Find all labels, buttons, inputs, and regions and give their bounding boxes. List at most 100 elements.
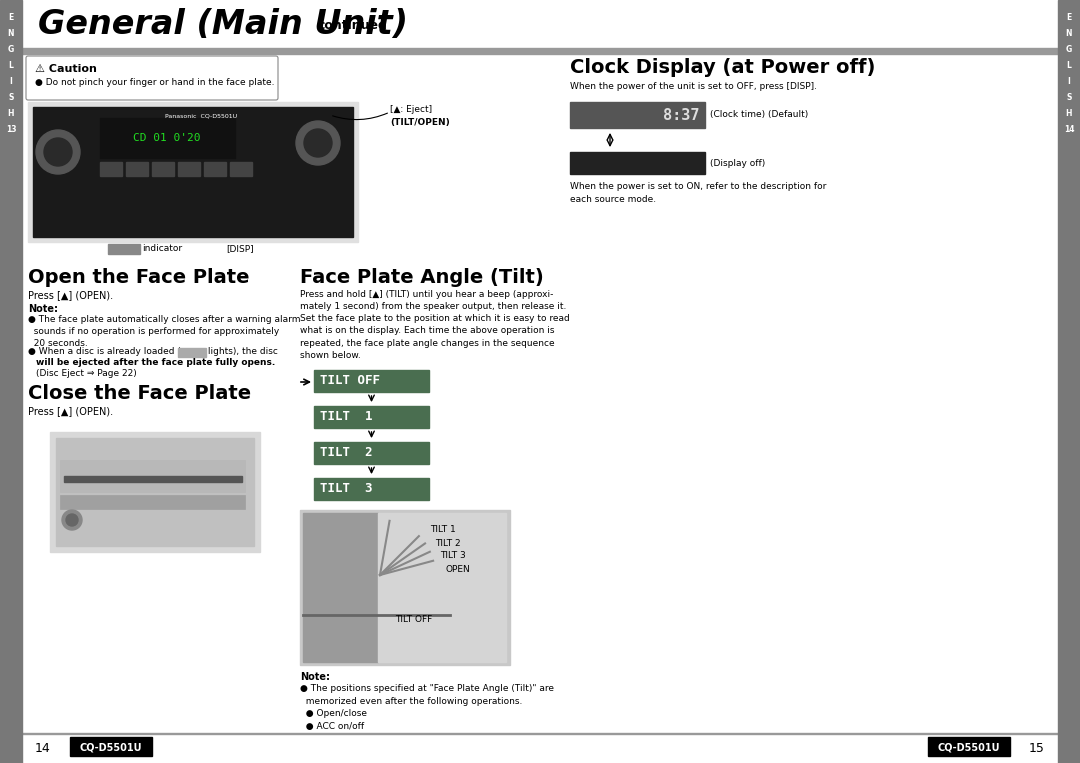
Text: TILT  2: TILT 2 bbox=[320, 446, 373, 459]
Text: continued: continued bbox=[318, 19, 388, 32]
Bar bbox=[60, 460, 245, 492]
Bar bbox=[314, 370, 429, 392]
Text: H: H bbox=[8, 110, 14, 118]
Text: CQ-D5501U: CQ-D5501U bbox=[937, 742, 1000, 752]
Bar bbox=[0, 0, 22, 763]
Text: ● When a disc is already loaded (: ● When a disc is already loaded ( bbox=[28, 347, 180, 356]
Bar bbox=[100, 118, 235, 158]
Text: TILT OFF: TILT OFF bbox=[320, 375, 380, 388]
Text: TILT OFF: TILT OFF bbox=[395, 616, 432, 624]
Text: Press [▲] (OPEN).: Press [▲] (OPEN). bbox=[28, 406, 113, 416]
Bar bbox=[570, 102, 705, 128]
Text: (Display off): (Display off) bbox=[710, 159, 766, 168]
Bar bbox=[152, 162, 174, 176]
Text: 8:37: 8:37 bbox=[663, 108, 700, 123]
Circle shape bbox=[296, 121, 340, 165]
Bar bbox=[378, 513, 507, 662]
Text: I: I bbox=[10, 78, 13, 86]
Text: (Disc Eject ⇒ Page 22): (Disc Eject ⇒ Page 22) bbox=[36, 369, 137, 378]
Text: G: G bbox=[1066, 46, 1072, 54]
Bar bbox=[50, 432, 260, 552]
Bar bbox=[22, 733, 1058, 763]
Bar bbox=[230, 162, 252, 176]
Text: TILT  1: TILT 1 bbox=[320, 410, 373, 423]
FancyBboxPatch shape bbox=[26, 56, 278, 100]
Bar bbox=[56, 438, 254, 546]
Text: E: E bbox=[1066, 14, 1071, 22]
Text: Face Plate Angle (Tilt): Face Plate Angle (Tilt) bbox=[300, 268, 543, 287]
Bar bbox=[70, 737, 152, 756]
Text: Panasonic  CQ-D5501U: Panasonic CQ-D5501U bbox=[165, 113, 238, 118]
Bar bbox=[314, 442, 429, 464]
Bar bbox=[33, 107, 353, 237]
Bar bbox=[22, 48, 1058, 54]
Bar bbox=[100, 162, 122, 176]
Bar bbox=[928, 737, 1010, 756]
Text: Clock Display (at Power off): Clock Display (at Power off) bbox=[570, 58, 876, 77]
Text: [▲: Eject]: [▲: Eject] bbox=[390, 105, 432, 114]
Text: S: S bbox=[9, 94, 14, 102]
Text: OPEN: OPEN bbox=[445, 565, 470, 574]
Bar bbox=[303, 513, 378, 662]
Bar bbox=[314, 478, 429, 500]
Text: I: I bbox=[1067, 78, 1070, 86]
Text: 15: 15 bbox=[1029, 742, 1045, 755]
Text: [DISP]: [DISP] bbox=[226, 244, 254, 253]
Text: L: L bbox=[1067, 62, 1071, 70]
Text: E: E bbox=[9, 14, 14, 22]
Text: will be ejected after the face plate fully opens.: will be ejected after the face plate ful… bbox=[36, 358, 275, 367]
Bar bbox=[1058, 0, 1080, 763]
Text: lights), the disc: lights), the disc bbox=[205, 347, 278, 356]
Text: L: L bbox=[9, 62, 13, 70]
Text: 13: 13 bbox=[5, 125, 16, 134]
Text: ● Do not pinch your finger or hand in the face plate.: ● Do not pinch your finger or hand in th… bbox=[35, 78, 274, 87]
Text: General (Main Unit): General (Main Unit) bbox=[38, 8, 408, 41]
Text: N: N bbox=[8, 30, 14, 38]
Text: ● The positions specified at "Face Plate Angle (Tilt)" are
  memorized even afte: ● The positions specified at "Face Plate… bbox=[300, 684, 554, 730]
Bar bbox=[22, 733, 1058, 734]
Bar bbox=[108, 244, 140, 254]
Text: S: S bbox=[1066, 94, 1071, 102]
Text: TILT 3: TILT 3 bbox=[440, 552, 465, 561]
Text: CQ-D5501U: CQ-D5501U bbox=[80, 742, 143, 752]
Bar bbox=[22, 0, 1058, 48]
Text: H: H bbox=[1066, 110, 1072, 118]
Text: TILT 2: TILT 2 bbox=[435, 539, 461, 548]
Bar bbox=[300, 510, 510, 665]
Text: (TILT/OPEN): (TILT/OPEN) bbox=[390, 118, 449, 127]
Bar bbox=[570, 152, 705, 174]
Text: Press and hold [▲] (TILT) until you hear a beep (approxi-
mately 1 second) from : Press and hold [▲] (TILT) until you hear… bbox=[300, 290, 570, 359]
Text: When the power is set to ON, refer to the description for
each source mode.: When the power is set to ON, refer to th… bbox=[570, 182, 826, 204]
Text: N: N bbox=[1066, 30, 1072, 38]
Bar bbox=[178, 162, 200, 176]
Text: CD 01 0'20: CD 01 0'20 bbox=[133, 133, 201, 143]
Bar bbox=[60, 510, 245, 530]
Text: indicator: indicator bbox=[141, 244, 183, 253]
Text: Note:: Note: bbox=[28, 304, 58, 314]
Text: ● The face plate automatically closes after a warning alarm
  sounds if no opera: ● The face plate automatically closes af… bbox=[28, 315, 300, 348]
Circle shape bbox=[66, 514, 78, 526]
Bar bbox=[314, 406, 429, 428]
Bar bbox=[178, 348, 206, 357]
Text: Press [▲] (OPEN).: Press [▲] (OPEN). bbox=[28, 290, 113, 300]
Circle shape bbox=[62, 510, 82, 530]
Circle shape bbox=[44, 138, 72, 166]
Bar bbox=[204, 162, 226, 176]
Bar bbox=[28, 102, 357, 242]
Text: Note:: Note: bbox=[300, 672, 330, 682]
Text: 14: 14 bbox=[1064, 125, 1075, 134]
Text: G: G bbox=[8, 46, 14, 54]
Circle shape bbox=[303, 129, 332, 157]
Text: When the power of the unit is set to OFF, press [DISP].: When the power of the unit is set to OFF… bbox=[570, 82, 816, 91]
Bar bbox=[60, 495, 245, 509]
Circle shape bbox=[36, 130, 80, 174]
Text: Close the Face Plate: Close the Face Plate bbox=[28, 384, 252, 403]
Bar bbox=[64, 476, 242, 482]
Text: TILT  3: TILT 3 bbox=[320, 482, 373, 495]
Bar bbox=[126, 162, 148, 176]
Text: ⚠ Caution: ⚠ Caution bbox=[35, 64, 97, 74]
Text: (Clock time) (Default): (Clock time) (Default) bbox=[710, 111, 808, 120]
Text: 14: 14 bbox=[35, 742, 51, 755]
Text: Open the Face Plate: Open the Face Plate bbox=[28, 268, 249, 287]
Text: TILT 1: TILT 1 bbox=[430, 526, 456, 535]
